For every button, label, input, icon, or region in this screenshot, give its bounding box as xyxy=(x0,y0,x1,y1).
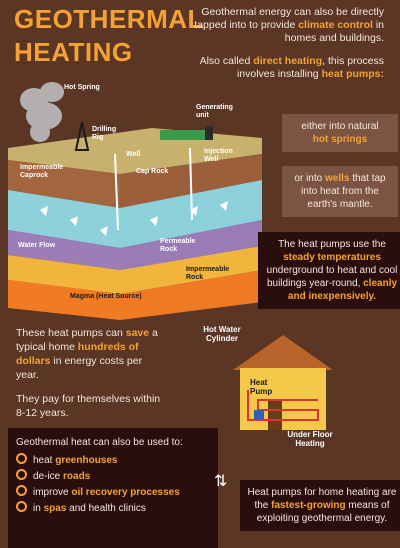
use-item-oil-recovery: improve oil recovery processes xyxy=(16,485,210,501)
uses-intro: Geothermal heat can also be used to: xyxy=(16,437,183,448)
savings-text: These heat pumps can save a typical home… xyxy=(16,326,166,420)
label-drilling-rig: Drilling Rig xyxy=(92,126,117,141)
page-title: GEOTHERMAL HEATING xyxy=(14,4,204,68)
label-magma: Magma (Heat Source) xyxy=(70,293,142,300)
closing-box: Heat pumps for home heating are the fast… xyxy=(240,480,400,531)
use-item-spas: in spas and health clinics xyxy=(16,501,210,517)
label-generating-unit: Generating unit xyxy=(196,104,233,119)
intro-text: Geothermal energy can also be directly t… xyxy=(194,6,384,81)
savings-line: These heat pumps can save a typical home… xyxy=(16,327,158,381)
title-line-1: GEOTHERMAL xyxy=(14,4,204,34)
drilling-rig-icon xyxy=(74,121,90,151)
label-impermeable-caprock: Impermeable Caprock xyxy=(20,164,64,179)
title-line-2: HEATING xyxy=(14,37,133,67)
permeable-layer xyxy=(8,230,120,270)
up-down-arrows-icon: ⇅ xyxy=(214,473,228,490)
label-permeable-rock: Permeable Rock xyxy=(160,238,196,253)
intro-paragraph-1: Geothermal energy can also be directly t… xyxy=(194,6,384,44)
label-under-floor-heating: Under Floor Heating xyxy=(287,430,333,448)
label-well: Well xyxy=(126,151,141,158)
callout-hot-springs: either into natural hot springs xyxy=(282,114,398,152)
label-water-flow: Water Flow xyxy=(18,242,56,249)
flow-arrows xyxy=(40,201,228,236)
geothermal-diagram xyxy=(8,82,262,320)
intro-paragraph-2: Also called direct heating, this process… xyxy=(199,55,384,80)
label-heat-pump: Heat Pump xyxy=(250,378,273,396)
payback-line: They pay for themselves within 8-12 year… xyxy=(16,393,161,419)
well-pipe xyxy=(114,153,119,231)
label-hot-water-cylinder: Hot Water Cylinder xyxy=(203,325,241,343)
use-item-roads: de-ice roads xyxy=(16,469,210,485)
callout-steady-temperatures: The heat pumps use the steady temperatur… xyxy=(258,232,400,309)
impermeable-layer xyxy=(8,255,120,294)
label-cap-rock: Cap Rock xyxy=(136,168,169,175)
generating-unit-icon xyxy=(160,130,210,140)
label-injection-well: Injection Well xyxy=(204,148,233,163)
steam-plume xyxy=(20,82,64,142)
label-hot-spring: Hot Spring xyxy=(64,84,100,91)
uses-box: Geothermal heat can also be used to: hea… xyxy=(8,428,218,548)
label-impermeable-rock: Impermeable Rock xyxy=(186,266,230,281)
use-item-greenhouses: heat greenhouses xyxy=(16,453,210,469)
caprock-layer xyxy=(8,160,120,208)
magma-layer xyxy=(8,280,120,320)
house-illustration xyxy=(233,335,333,430)
injection-pipe xyxy=(189,147,193,221)
callout-wells: or into wells that tap into heat from th… xyxy=(282,166,398,217)
water-layer xyxy=(8,190,120,248)
